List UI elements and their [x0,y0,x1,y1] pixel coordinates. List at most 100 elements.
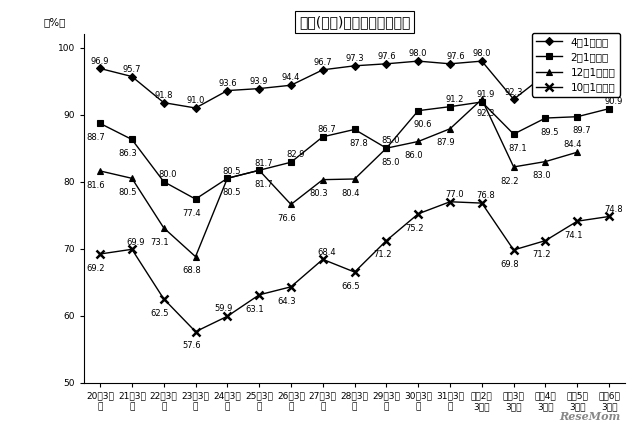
Text: 87.1: 87.1 [509,144,527,153]
4月1日現在 [541,72,549,77]
Text: 87.9: 87.9 [436,138,455,147]
12月1日現在 [351,176,358,181]
2月1日現在 [192,196,200,201]
2月1日現在 [510,132,518,137]
Text: （%）: （%） [44,17,66,27]
Text: 68.4: 68.4 [317,248,336,256]
Text: 92.3: 92.3 [504,87,523,97]
Text: 80.0: 80.0 [159,170,177,179]
Text: 91.0: 91.0 [186,96,205,105]
12月1日現在 [446,126,454,131]
10月1日現在 [510,248,518,253]
10月1日現在 [573,219,581,224]
Text: 86.7: 86.7 [317,125,337,134]
12月1日現在 [478,97,486,102]
Text: 75.2: 75.2 [405,224,423,233]
12月1日現在 [128,176,136,181]
12月1日現在 [510,164,518,170]
Text: 80.4: 80.4 [341,189,360,198]
Text: 97.3: 97.3 [346,54,364,63]
Text: 81.6: 81.6 [86,181,105,190]
4月1日現在 [446,61,454,66]
4月1日現在 [351,63,358,68]
Text: 66.5: 66.5 [341,282,360,291]
Text: 85.0: 85.0 [381,136,400,145]
Text: 80.5: 80.5 [118,188,137,197]
10月1日現在 [223,314,231,319]
Text: 77.0: 77.0 [445,190,463,199]
2月1日現在 [541,115,549,121]
10月1日現在 [541,238,549,243]
10月1日現在 [96,251,104,256]
Text: 93.6: 93.6 [218,79,237,88]
2月1日現在 [478,99,486,104]
Text: 97.3: 97.3 [600,54,618,63]
Text: 97.6: 97.6 [446,52,465,61]
12月1日現在 [573,150,581,155]
2月1日現在 [351,127,358,132]
12月1日現在 [414,139,422,144]
12月1日現在 [541,159,549,164]
12月1日現在 [383,146,390,151]
4月1日現在 [255,86,263,91]
Text: 90.6: 90.6 [413,121,431,130]
Text: 98.0: 98.0 [472,49,491,58]
10月1日現在 [192,329,200,334]
Text: 64.3: 64.3 [278,296,296,305]
Text: 96.9: 96.9 [91,57,109,66]
4月1日現在 [383,61,390,66]
2月1日現在 [414,108,422,113]
Text: 57.6: 57.6 [182,341,201,351]
2月1日現在 [96,121,104,126]
Line: 2月1日現在: 2月1日現在 [97,99,612,202]
Text: 91.9: 91.9 [477,90,495,99]
Text: 96.0: 96.0 [536,63,555,72]
Text: 71.2: 71.2 [373,250,392,259]
Text: 89.7: 89.7 [572,127,591,135]
Text: 85.0: 85.0 [381,158,400,167]
2月1日現在 [287,160,295,165]
Text: 96.7: 96.7 [314,58,332,67]
Text: 97.6: 97.6 [377,52,396,61]
12月1日現在 [160,225,168,230]
Text: 76.6: 76.6 [277,214,296,223]
10月1日現在 [160,296,168,302]
Text: 87.8: 87.8 [349,139,368,148]
Text: 69.2: 69.2 [86,264,105,273]
Text: 86.3: 86.3 [118,149,137,158]
4月1日現在 [96,66,104,71]
4月1日現在 [128,74,136,79]
2月1日現在 [446,104,454,109]
Text: 63.1: 63.1 [246,305,264,314]
Text: 88.7: 88.7 [86,133,106,142]
2月1日現在 [128,137,136,142]
2月1日現在 [383,146,390,151]
4月1日現在 [573,73,581,78]
10月1日現在 [605,214,613,219]
Text: 74.8: 74.8 [604,205,623,214]
Text: 77.4: 77.4 [182,209,201,218]
4月1日現在 [319,67,326,72]
12月1日現在 [287,202,295,207]
10月1日現在 [255,292,263,297]
10月1日現在 [319,257,326,262]
Text: 91.2: 91.2 [445,95,463,104]
10月1日現在 [351,270,358,275]
Text: ReseMom: ReseMom [559,411,621,422]
Text: 98.0: 98.0 [409,49,428,58]
10月1日現在 [128,247,136,252]
12月1日現在 [192,254,200,259]
4月1日現在 [160,100,168,105]
Text: 86.0: 86.0 [404,151,424,160]
10月1日現在 [478,201,486,206]
4月1日現在 [414,58,422,63]
10月1日現在 [414,211,422,216]
2月1日現在 [223,176,231,181]
Text: 73.1: 73.1 [150,238,169,247]
Text: 92.3: 92.3 [477,109,495,118]
Text: 69.8: 69.8 [500,260,519,269]
Text: 95.7: 95.7 [123,65,141,74]
Text: 62.5: 62.5 [150,308,169,318]
10月1日現在 [383,238,390,243]
Text: 94.4: 94.4 [282,73,300,83]
